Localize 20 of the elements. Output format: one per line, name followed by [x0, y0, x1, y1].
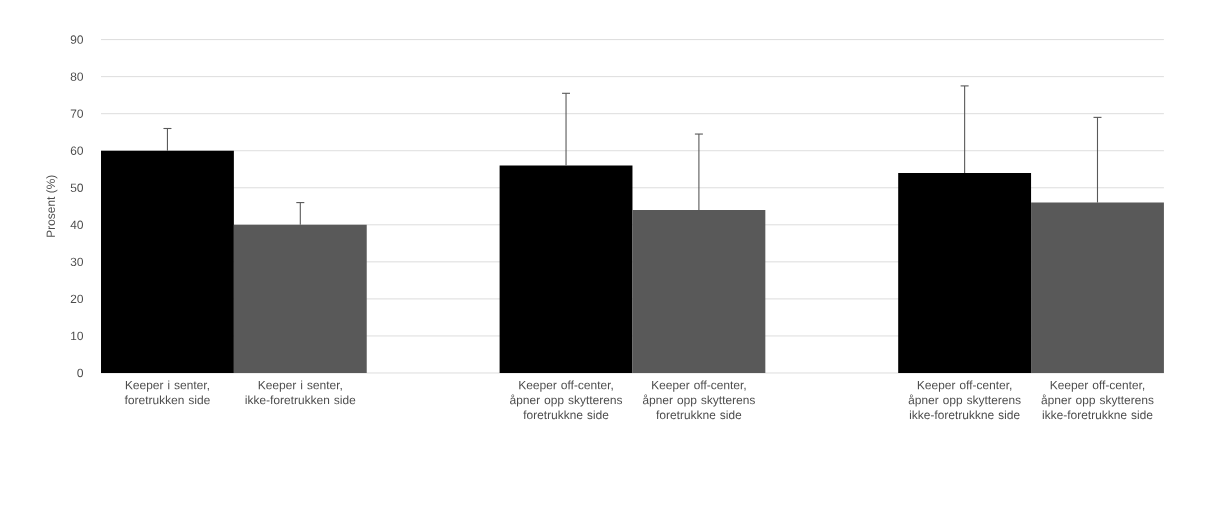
y-tick-label: 40 [70, 220, 84, 230]
x-tick-label: Keeper off-center, åpner opp skytterens ikke-foretrukkne side [1041, 380, 1154, 420]
x-tick-label: Keeper i senter, ikke-foretrukken side [245, 380, 356, 405]
y-tick-label: 30 [70, 257, 84, 267]
x-tick-label: Keeper i senter, foretrukken side [124, 380, 210, 405]
y-tick-label: 70 [70, 109, 84, 118]
y-tick-label: 60 [70, 146, 84, 155]
y-tick-label: 50 [70, 183, 84, 192]
x-tick-label: Keeper off-center, åpner opp skytterens ikke-foretrukkne side [908, 380, 1021, 420]
y-tick-label: 80 [70, 72, 84, 81]
bar [101, 150, 234, 373]
x-tick-label: Keeper off-center, åpner opp skytterens foretrukkne side [642, 380, 755, 420]
y-tick-label: 90 [70, 35, 84, 44]
y-tick-label: 20 [70, 294, 84, 304]
y-tick-label: 10 [71, 331, 84, 341]
x-tick-label: Keeper off-center, åpner opp skytterens foretrukkne side [510, 380, 623, 420]
bar [898, 172, 1032, 373]
y-axis-title: Prosent (%) [46, 175, 58, 237]
bar [499, 165, 633, 373]
y-tick-label: 0 [77, 368, 84, 378]
